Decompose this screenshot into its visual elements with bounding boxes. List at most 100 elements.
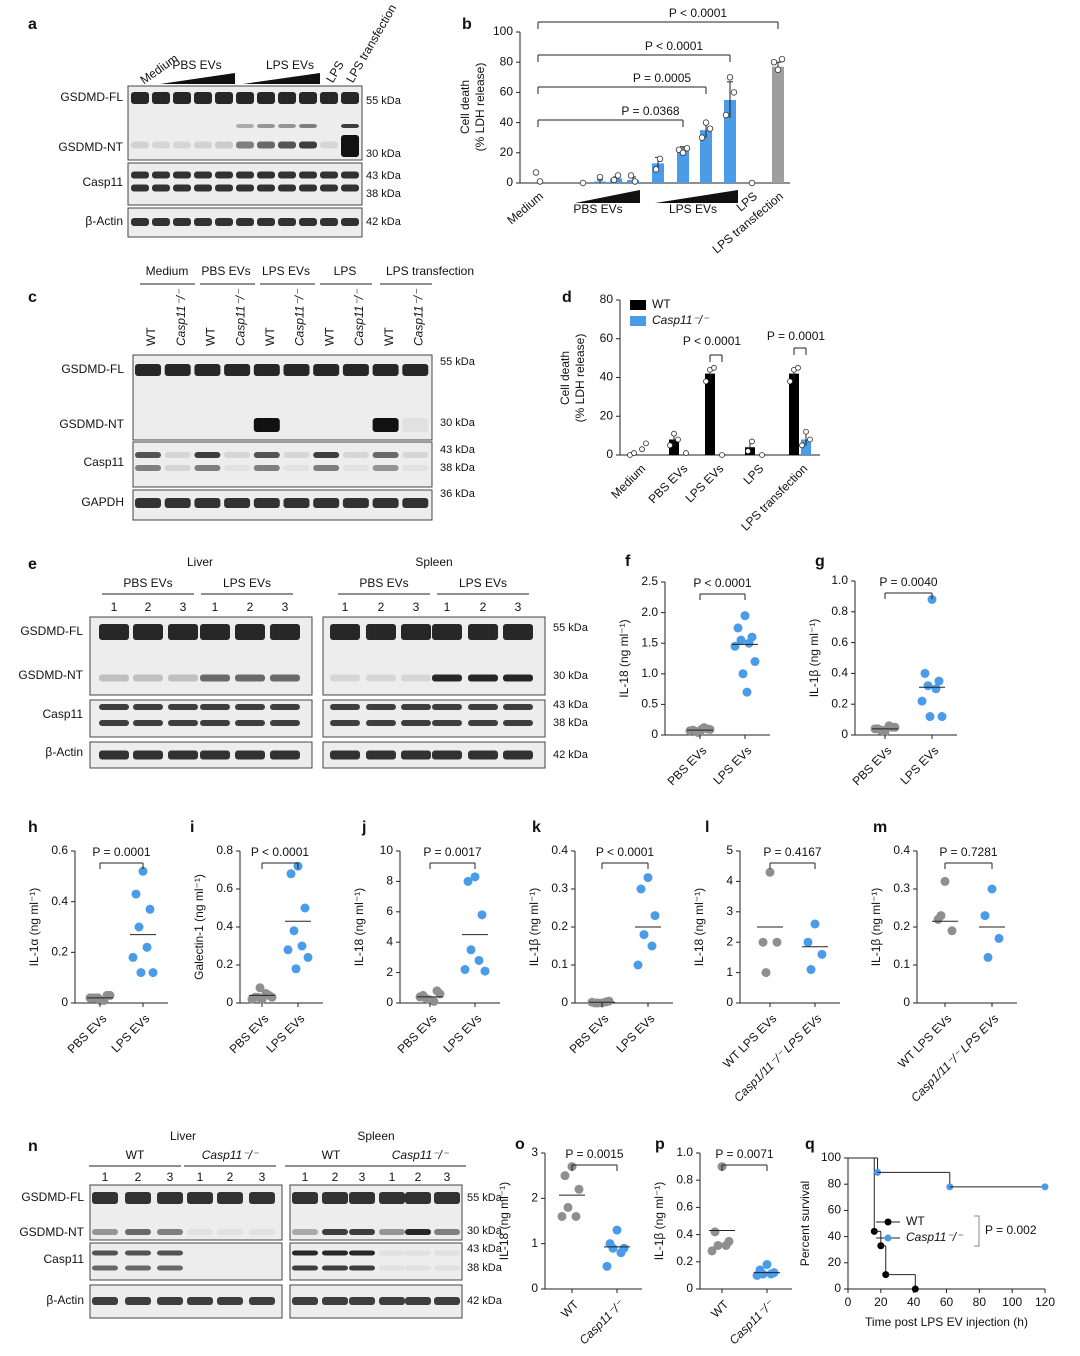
blot-band	[99, 704, 129, 710]
data-point	[702, 119, 710, 126]
blot-band	[125, 1229, 151, 1235]
bar	[801, 439, 811, 455]
blot-band	[187, 1297, 213, 1305]
y-tick-label: 20	[500, 145, 514, 159]
data-point	[563, 1202, 573, 1212]
blot-band	[503, 750, 533, 760]
y-tick-label: 0.1	[551, 957, 568, 971]
data-point	[255, 983, 265, 993]
y-tick-label: 60	[600, 331, 614, 345]
data-point	[987, 884, 997, 894]
y-tick-label: 2.0	[641, 605, 658, 619]
lane-label: 3	[515, 600, 522, 614]
bar	[772, 66, 784, 183]
blot-marker: 30 kDa	[553, 670, 589, 682]
y-tick-label: 0	[61, 995, 68, 1009]
blot-membrane	[127, 162, 363, 206]
y-tick-label: 0.6	[216, 881, 233, 895]
blot-band	[372, 452, 399, 458]
blot-band	[157, 1265, 183, 1271]
blot-band	[235, 720, 265, 726]
blot-band	[224, 465, 251, 471]
group-label: Casp11⁻/⁻	[202, 1148, 260, 1162]
data-point	[765, 867, 775, 877]
y-tick-label: 2	[531, 1191, 538, 1205]
blot-band	[194, 364, 221, 376]
blot-row-label: GSDMD-FL	[60, 90, 123, 104]
y-tick-label: 2	[726, 934, 733, 948]
data-point	[105, 990, 115, 1000]
blot-band	[330, 750, 360, 760]
lane-label: 1	[302, 1170, 309, 1184]
blot-band	[292, 1297, 318, 1305]
y-tick-label: 0.3	[551, 881, 568, 895]
lane-label: 2	[480, 600, 487, 614]
blot-band	[157, 1250, 183, 1256]
blot-band	[292, 1192, 318, 1204]
data-point	[652, 166, 660, 173]
panel-label: m	[873, 819, 887, 836]
blot-band	[257, 124, 275, 128]
lane-label: WT	[263, 327, 277, 346]
blot-band	[278, 92, 296, 104]
y-tick-label: 20	[828, 1255, 842, 1269]
lane-label: 1	[444, 600, 451, 614]
data-point	[927, 594, 937, 604]
blot-band	[283, 498, 310, 508]
blot-band	[405, 1265, 431, 1271]
data-point	[142, 942, 152, 952]
blot-row-label: GSDMD-FL	[21, 1190, 84, 1204]
blot-band	[215, 92, 233, 104]
legend-label: WT	[906, 1214, 925, 1228]
condition-label: PBS EVs	[201, 264, 250, 278]
y-tick-label: 20	[600, 408, 614, 422]
data-point	[925, 712, 935, 722]
lane-label: 3	[282, 600, 289, 614]
y-tick-label: 0.6	[831, 635, 848, 649]
bar	[669, 439, 679, 455]
blot-band	[270, 720, 300, 726]
data-point	[631, 450, 637, 456]
data-point	[749, 438, 755, 445]
y-tick-label: 60	[500, 85, 514, 99]
blot-band	[278, 218, 296, 226]
blot-band	[468, 624, 498, 640]
condition-label: LPS EVs	[262, 264, 310, 278]
data-point	[698, 134, 706, 141]
data-point	[706, 125, 714, 132]
y-tick-label: 0	[686, 1281, 693, 1295]
blot-row-label: β-Actin	[46, 1293, 84, 1307]
y-tick-label: 0	[841, 727, 848, 741]
blot-membrane	[289, 1284, 463, 1319]
blot-band	[313, 364, 340, 376]
y-axis-label: IL-1β (ng ml⁻¹)	[652, 1182, 666, 1261]
blot-band	[125, 1192, 151, 1204]
blot-band	[152, 141, 170, 149]
blot-membrane	[132, 441, 433, 488]
blot-band	[131, 92, 149, 104]
group-label: LPS EVs	[669, 202, 717, 216]
lane-label: LPS EVs	[266, 58, 314, 72]
blot-band	[253, 418, 280, 432]
blot-marker: 43 kDa	[553, 699, 589, 711]
data-point	[810, 919, 820, 929]
data-point	[983, 952, 993, 962]
blot-band	[366, 720, 396, 726]
tissue-label: Liver	[187, 555, 213, 569]
panel-label: a	[28, 16, 37, 33]
tissue-label: Spleen	[357, 1129, 394, 1143]
blot-band	[135, 364, 161, 376]
blot-band	[468, 674, 498, 682]
blot-marker: 30 kDa	[366, 148, 402, 160]
blot-band	[253, 465, 280, 471]
data-point	[145, 904, 155, 914]
data-point	[131, 889, 141, 899]
data-point	[300, 903, 310, 913]
y-tick-label: 40	[500, 115, 514, 129]
blot-band	[313, 465, 340, 471]
y-tick-label: 0	[606, 447, 613, 461]
lane-label: 1	[212, 600, 219, 614]
y-tick-label: 0.4	[51, 894, 68, 908]
blot-band	[194, 141, 212, 149]
data-point	[730, 641, 740, 651]
